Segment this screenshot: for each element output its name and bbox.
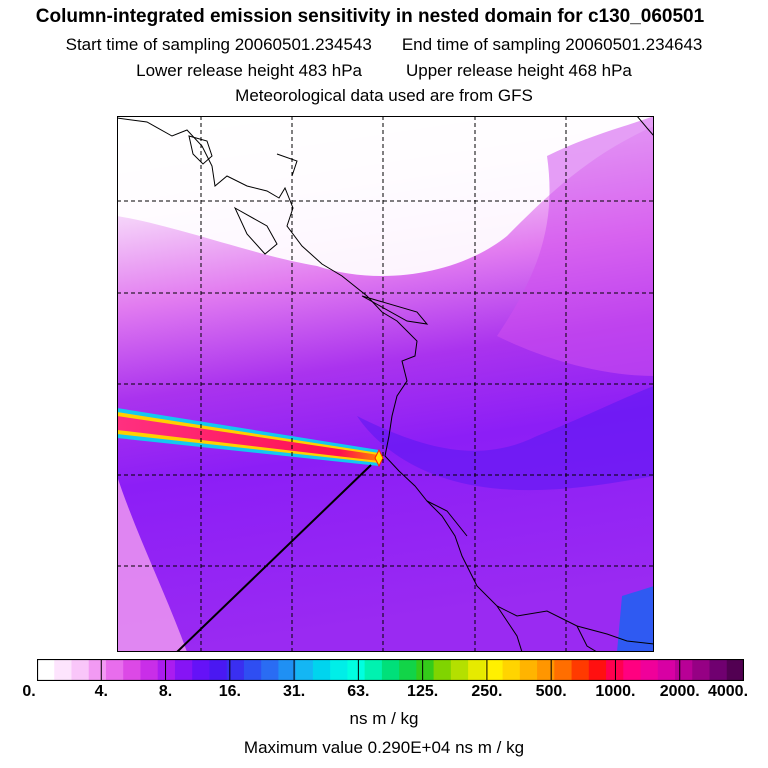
legend-cell — [709, 659, 728, 681]
plume-band — [117, 408, 384, 468]
legend-cell — [692, 659, 711, 681]
max-value-label: Maximum value 0.290E+04 ns m / kg — [243, 738, 525, 757]
legend-cell — [278, 659, 297, 681]
release-point-marker — [374, 448, 384, 468]
legend-tick-label: 0. — [22, 683, 36, 700]
legend-cell — [54, 659, 72, 681]
legend-tick-label: 16. — [218, 683, 241, 700]
met-data-label: Meteorological data used are from GFS — [235, 86, 533, 105]
legend-tick-label: 8. — [158, 683, 173, 700]
legend-tick-label: 250. — [471, 683, 503, 700]
legend-cell — [726, 659, 744, 681]
legend-cell — [606, 659, 624, 681]
bottom-right-blue — [617, 586, 654, 652]
sampling-times: Start time of sampling 20060501.234543 En… — [0, 35, 768, 55]
flight-track — [176, 464, 372, 652]
grid-lines — [117, 116, 654, 652]
sensitivity-map — [117, 116, 654, 652]
legend-unit-label: ns m / kg — [349, 709, 419, 728]
legend-cell — [123, 659, 141, 681]
legend-tick-label: 4000. — [707, 683, 749, 700]
start-time-label: Start time of sampling 20060501.234543 — [65, 35, 372, 54]
legend-cell — [502, 659, 521, 681]
legend-cell — [226, 659, 245, 681]
legend-cell — [450, 659, 469, 681]
upper-white-region — [117, 116, 654, 276]
blue-zone — [357, 386, 654, 491]
legend-cell — [88, 659, 107, 681]
map-frame — [117, 116, 654, 652]
end-time-label: End time of sampling 20060501.234643 — [401, 35, 703, 54]
legend-tick-label: 63. — [347, 683, 370, 700]
legend-cell — [105, 659, 124, 681]
upper-release-label: Upper release height 468 hPa — [406, 61, 632, 80]
legend-cell — [71, 659, 90, 681]
legend-cell — [312, 659, 331, 681]
legend-tick-label: 4. — [94, 683, 108, 700]
coastline — [117, 116, 654, 652]
lower-release-label: Lower release height 483 hPa — [136, 61, 362, 80]
lower-left-pink — [117, 476, 187, 652]
legend-cell — [485, 659, 504, 681]
legend-cell — [537, 659, 555, 681]
legend-cell — [330, 659, 348, 681]
legend-cell — [347, 659, 366, 681]
legend-cell — [519, 659, 538, 681]
legend-cell — [640, 659, 659, 681]
legend-cells — [37, 659, 744, 681]
legend-cell — [468, 659, 486, 681]
legend-cell — [364, 659, 383, 681]
legend-cell — [243, 659, 262, 681]
legend-tick-label: 1000. — [595, 683, 636, 700]
legend-cell — [261, 659, 279, 681]
legend-cell — [623, 659, 642, 681]
legend-cell — [381, 659, 400, 681]
legend-tick-label: 2000. — [659, 683, 700, 700]
color-legend-bar — [37, 659, 744, 681]
map-title: Column-integrated emission sensitivity i… — [35, 6, 705, 27]
legend-cell — [37, 659, 55, 681]
legend-cell — [209, 659, 228, 681]
legend-cell — [554, 659, 573, 681]
legend-cell — [433, 659, 452, 681]
legend-cell — [416, 659, 435, 681]
legend-tick-label: 31. — [282, 683, 306, 700]
legend-tick-marks — [100, 659, 681, 681]
legend-cell — [295, 659, 314, 681]
legend-tick-label: 500. — [535, 683, 567, 700]
legend-cell — [399, 659, 417, 681]
legend-tick-label: 125. — [407, 683, 439, 700]
legend-cell — [675, 659, 693, 681]
release-heights: Lower release height 483 hPa Upper releas… — [0, 61, 768, 81]
legend-cell — [588, 659, 607, 681]
legend-cell — [140, 659, 159, 681]
legend-cell — [657, 659, 676, 681]
legend-cell — [571, 659, 590, 681]
upper-right-magenta — [497, 116, 654, 376]
legend-cell — [157, 659, 176, 681]
legend-cell — [192, 659, 210, 681]
legend-cell — [174, 659, 193, 681]
